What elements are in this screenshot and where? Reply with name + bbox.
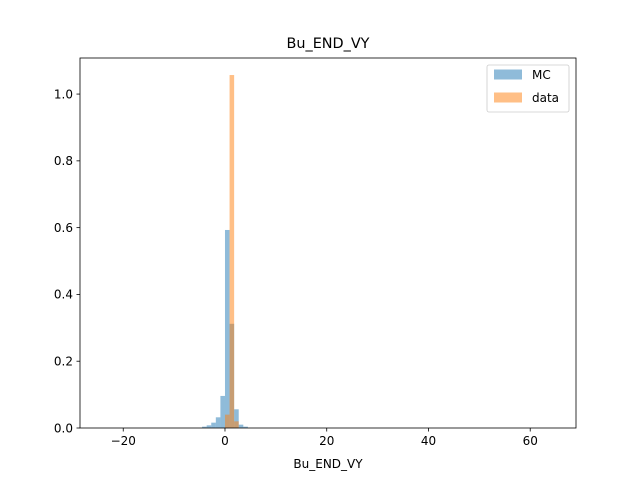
bar-mc-4: [220, 395, 225, 428]
x-tick-label: 20: [319, 434, 334, 448]
x-tick-label: 0: [221, 434, 229, 448]
x-axis-ticks: −20 0 20 40 60: [111, 428, 538, 448]
y-tick-label: 0.4: [54, 288, 73, 302]
legend: MC data: [486, 64, 570, 113]
bar-mc-7: [234, 409, 239, 428]
bar-data-0: [224, 414, 230, 428]
chart-title: Bu_END_VY: [287, 36, 370, 52]
bar-data-2: [234, 421, 239, 428]
y-tick-label: 0.2: [54, 355, 73, 369]
bar-mc-5: [224, 229, 230, 428]
x-tick-label: 40: [421, 434, 436, 448]
bar-mc-1: [206, 425, 212, 428]
bar-mc-0: [202, 426, 207, 428]
y-tick-label: 0.6: [54, 221, 73, 235]
legend-label-data: data: [532, 91, 559, 105]
axes-frame: [79, 57, 577, 429]
bar-mc-3: [215, 417, 221, 428]
bar-data-1: [229, 75, 235, 428]
legend-swatch-data: [494, 92, 522, 103]
bar-mc-9: [243, 426, 248, 428]
y-axis-ticks: 0.0 0.2 0.4 0.6 0.8 1.0: [54, 87, 80, 435]
y-tick-label: 0.0: [54, 421, 73, 435]
histogram-bars: [202, 75, 248, 428]
bar-mc-2: [211, 422, 216, 428]
y-tick-label: 1.0: [54, 87, 73, 101]
x-tick-label: −20: [111, 434, 136, 448]
bar-mc-8: [238, 424, 244, 428]
x-tick-label: 60: [523, 434, 538, 448]
legend-label-mc: MC: [532, 68, 551, 82]
legend-swatch-mc: [494, 69, 522, 80]
y-tick-label: 0.8: [54, 154, 73, 168]
x-axis-label: Bu_END_VY: [293, 457, 363, 471]
